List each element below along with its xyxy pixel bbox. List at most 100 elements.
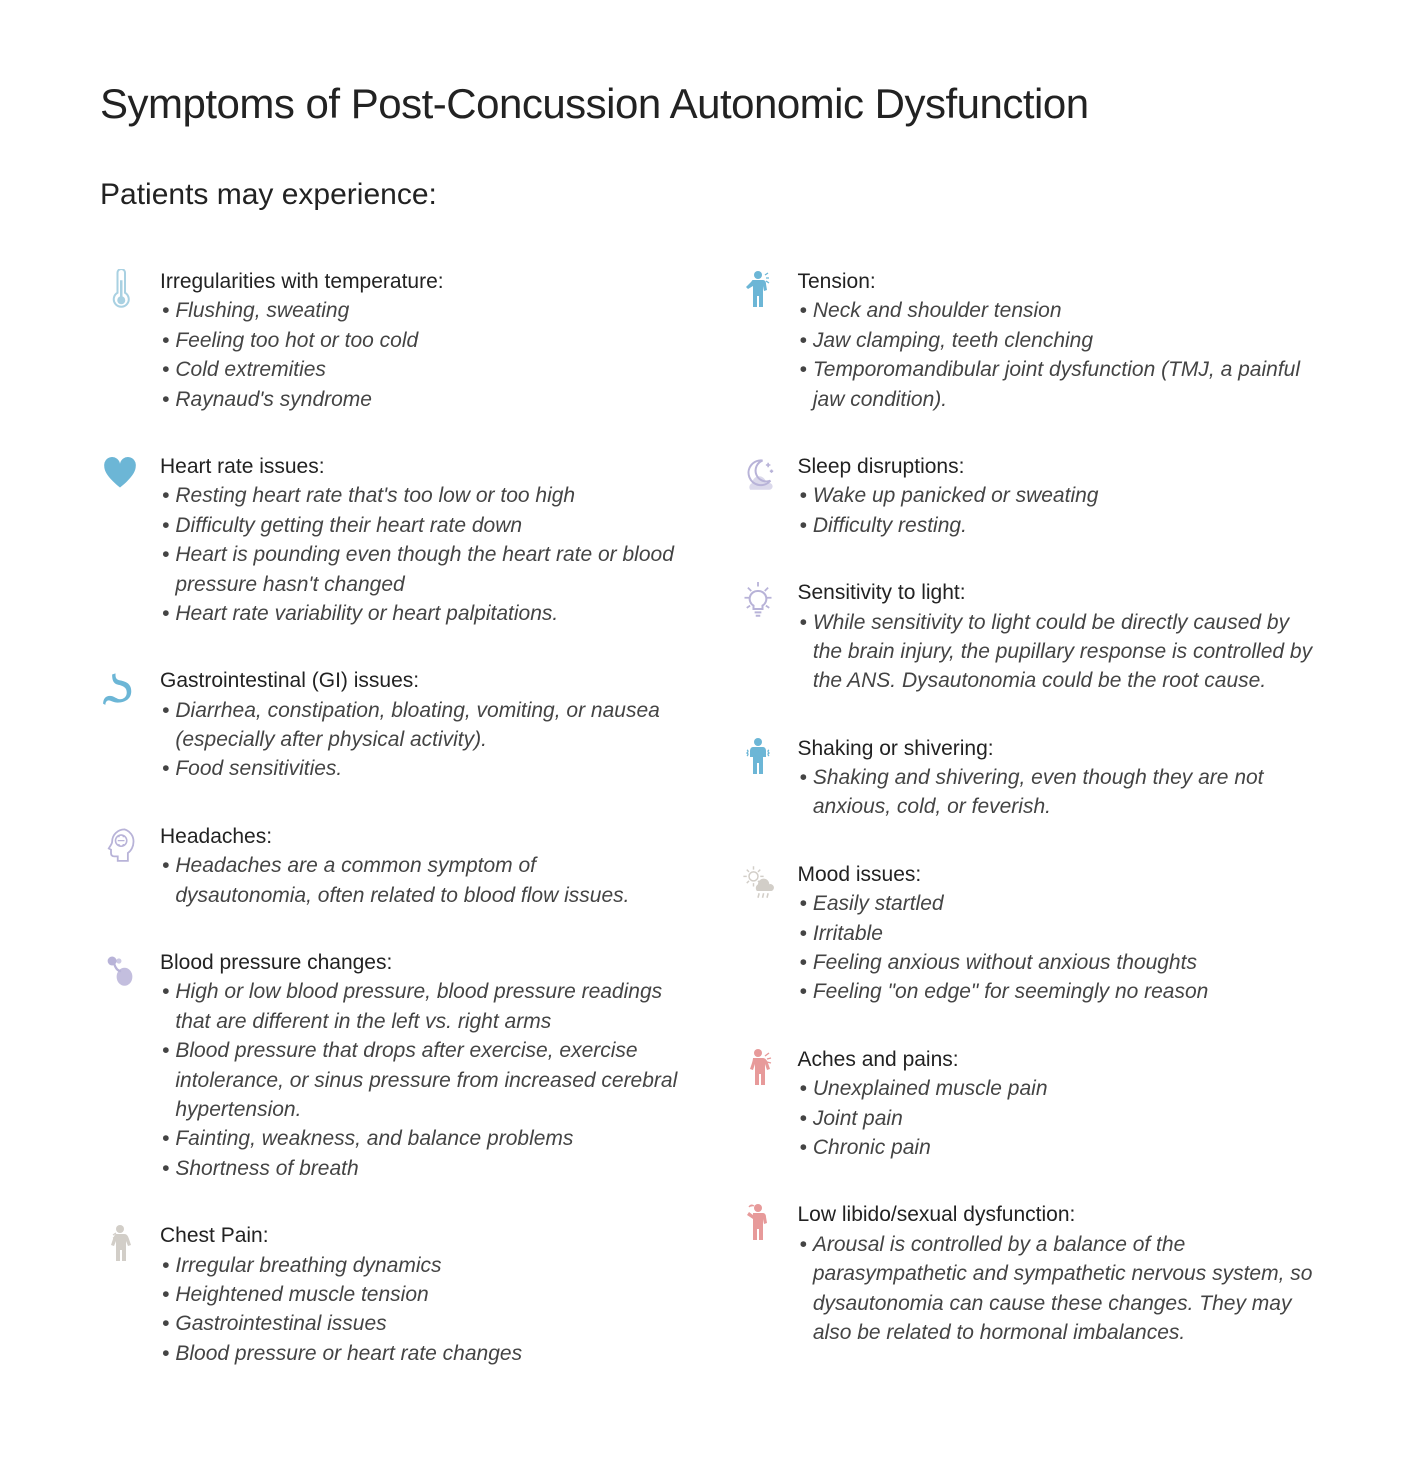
person-tension-icon [738, 267, 778, 414]
person-shiver-icon [738, 734, 778, 822]
symptom-section: Tension:Neck and shoulder tensionJaw cla… [738, 267, 1316, 414]
bullet-list: High or low blood pressure, blood pressu… [160, 977, 678, 1183]
list-item: Raynaud's syndrome [160, 385, 678, 414]
section-heading: Chest Pain: [160, 1221, 678, 1250]
section-content: Low libido/sexual dysfunction:Arousal is… [798, 1200, 1316, 1347]
head-brain-icon [100, 822, 140, 910]
bullet-list: Flushing, sweatingFeeling too hot or too… [160, 296, 678, 414]
section-content: Shaking or shivering:Shaking and shiveri… [798, 734, 1316, 822]
list-item: Difficulty resting. [798, 511, 1316, 540]
list-item: Feeling anxious without anxious thoughts [798, 948, 1316, 977]
section-heading: Sensitivity to light: [798, 578, 1316, 607]
list-item: Heart is pounding even though the heart … [160, 540, 678, 599]
bullet-list: Shaking and shivering, even though they … [798, 763, 1316, 822]
section-heading: Heart rate issues: [160, 452, 678, 481]
bp-cuff-icon [100, 948, 140, 1183]
list-item: Food sensitivities. [160, 754, 678, 783]
list-item: Headaches are a common symptom of dysaut… [160, 851, 678, 910]
bullet-list: Diarrhea, constipation, bloating, vomiti… [160, 696, 678, 784]
person-chest-icon [100, 1221, 140, 1368]
symptom-section: Shaking or shivering:Shaking and shiveri… [738, 734, 1316, 822]
symptom-section: Heart rate issues:Resting heart rate tha… [100, 452, 678, 628]
list-item: Joint pain [798, 1104, 1316, 1133]
list-item: Heart rate variability or heart palpitat… [160, 599, 678, 628]
section-heading: Mood issues: [798, 860, 1316, 889]
section-content: Aches and pains:Unexplained muscle painJ… [798, 1045, 1316, 1163]
stomach-icon [100, 666, 140, 784]
bullet-list: Wake up panicked or sweatingDifficulty r… [798, 481, 1316, 540]
bullet-list: Arousal is controlled by a balance of th… [798, 1230, 1316, 1348]
list-item: High or low blood pressure, blood pressu… [160, 977, 678, 1036]
list-item: While sensitivity to light could be dire… [798, 608, 1316, 696]
list-item: Neck and shoulder tension [798, 296, 1316, 325]
moon-sleep-icon [738, 452, 778, 540]
list-item: Gastrointestinal issues [160, 1309, 678, 1338]
list-item: Resting heart rate that's too low or too… [160, 481, 678, 510]
list-item: Difficulty getting their heart rate down [160, 511, 678, 540]
list-item: Flushing, sweating [160, 296, 678, 325]
section-content: Sensitivity to light:While sensitivity t… [798, 578, 1316, 696]
section-heading: Sleep disruptions: [798, 452, 1316, 481]
bullet-list: Unexplained muscle painJoint painChronic… [798, 1074, 1316, 1162]
thermometer-icon [100, 267, 140, 414]
list-item: Feeling too hot or too cold [160, 326, 678, 355]
list-item: Easily startled [798, 889, 1316, 918]
section-content: Gastrointestinal (GI) issues:Diarrhea, c… [160, 666, 678, 784]
list-item: Fainting, weakness, and balance problems [160, 1124, 678, 1153]
person-libido-icon [738, 1200, 778, 1347]
bullet-list: Resting heart rate that's too low or too… [160, 481, 678, 628]
symptom-section: Gastrointestinal (GI) issues:Diarrhea, c… [100, 666, 678, 784]
list-item: Cold extremities [160, 355, 678, 384]
weather-icon [738, 860, 778, 1007]
section-content: Chest Pain: Irregular breathing dynamics… [160, 1221, 678, 1368]
list-item: Blood pressure that drops after exercise… [160, 1036, 678, 1124]
list-item: Temporomandibular joint dysfunction (TMJ… [798, 355, 1316, 414]
section-content: Headaches:Headaches are a common symptom… [160, 822, 678, 910]
list-item: Irregular breathing dynamics [160, 1251, 678, 1280]
section-content: Heart rate issues:Resting heart rate tha… [160, 452, 678, 628]
section-content: Mood issues:Easily startledIrritableFeel… [798, 860, 1316, 1007]
list-item: Unexplained muscle pain [798, 1074, 1316, 1103]
list-item: Arousal is controlled by a balance of th… [798, 1230, 1316, 1348]
section-heading: Aches and pains: [798, 1045, 1316, 1074]
section-heading: Shaking or shivering: [798, 734, 1316, 763]
columns: Irregularities with temperature:Flushing… [100, 267, 1315, 1368]
symptom-section: Irregularities with temperature:Flushing… [100, 267, 678, 414]
bullet-list: While sensitivity to light could be dire… [798, 608, 1316, 696]
section-heading: Gastrointestinal (GI) issues: [160, 666, 678, 695]
section-content: Irregularities with temperature:Flushing… [160, 267, 678, 414]
symptom-section: Blood pressure changes:High or low blood… [100, 948, 678, 1183]
section-heading: Headaches: [160, 822, 678, 851]
left-column: Irregularities with temperature:Flushing… [100, 267, 678, 1368]
list-item: Jaw clamping, teeth clenching [798, 326, 1316, 355]
section-heading: Low libido/sexual dysfunction: [798, 1200, 1316, 1229]
symptom-section: Sensitivity to light:While sensitivity t… [738, 578, 1316, 696]
bullet-list: Headaches are a common symptom of dysaut… [160, 851, 678, 910]
symptom-section: Mood issues:Easily startledIrritableFeel… [738, 860, 1316, 1007]
heart-icon [100, 452, 140, 628]
symptom-section: Aches and pains:Unexplained muscle painJ… [738, 1045, 1316, 1163]
bullet-list: Easily startledIrritableFeeling anxious … [798, 889, 1316, 1007]
lightbulb-icon [738, 578, 778, 696]
list-item: Feeling "on edge" for seemingly no reaso… [798, 977, 1316, 1006]
section-heading: Irregularities with temperature: [160, 267, 678, 296]
list-item: Heightened muscle tension [160, 1280, 678, 1309]
right-column: Tension:Neck and shoulder tensionJaw cla… [738, 267, 1316, 1368]
list-item: Chronic pain [798, 1133, 1316, 1162]
section-content: Tension:Neck and shoulder tensionJaw cla… [798, 267, 1316, 414]
symptom-section: Chest Pain: Irregular breathing dynamics… [100, 1221, 678, 1368]
list-item: Diarrhea, constipation, bloating, vomiti… [160, 696, 678, 755]
symptom-section: Headaches:Headaches are a common symptom… [100, 822, 678, 910]
section-content: Sleep disruptions:Wake up panicked or sw… [798, 452, 1316, 540]
symptom-section: Sleep disruptions:Wake up panicked or sw… [738, 452, 1316, 540]
page-title: Symptoms of Post-Concussion Autonomic Dy… [100, 80, 1315, 128]
list-item: Blood pressure or heart rate changes [160, 1339, 678, 1368]
section-content: Blood pressure changes:High or low blood… [160, 948, 678, 1183]
person-pain-icon [738, 1045, 778, 1163]
bullet-list: Irregular breathing dynamicsHeightened m… [160, 1251, 678, 1369]
section-heading: Blood pressure changes: [160, 948, 678, 977]
bullet-list: Neck and shoulder tensionJaw clamping, t… [798, 296, 1316, 414]
list-item: Wake up panicked or sweating [798, 481, 1316, 510]
page-subtitle: Patients may experience: [100, 178, 1315, 212]
list-item: Irritable [798, 919, 1316, 948]
